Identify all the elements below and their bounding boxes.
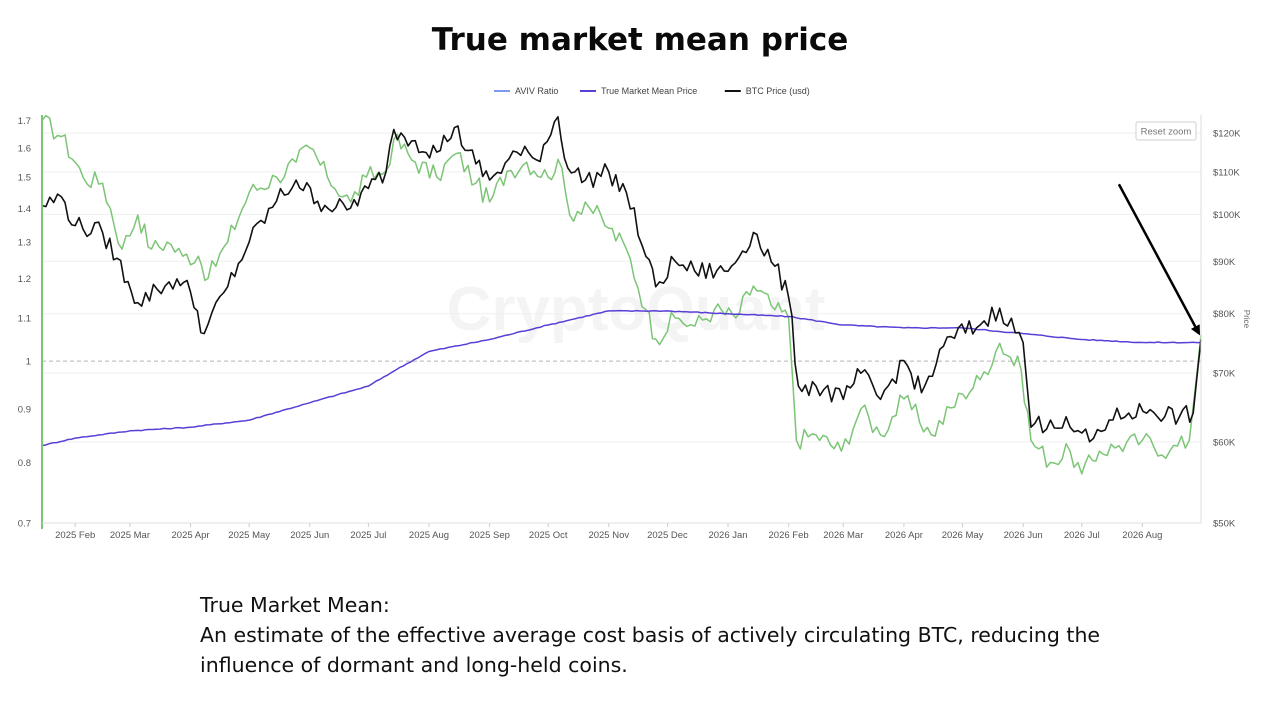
legend-label: BTC Price (usd) (746, 86, 810, 96)
y-left-tick-label: 1.7 (18, 116, 31, 127)
series-line-aviv-ratio (41, 114, 1202, 475)
y-right-tick-label: $80K (1213, 309, 1236, 320)
x-tick-label: 2025 Nov (588, 530, 629, 541)
y-right-axis-title: Price (1242, 310, 1251, 329)
x-tick-label: 2026 May (942, 530, 984, 541)
annotation-arrow (1117, 183, 1201, 336)
y-left-tick-label: 0.9 (18, 404, 31, 415)
y-left-tick-label: 1.3 (18, 238, 31, 249)
x-tick-label: 2025 Mar (110, 530, 150, 541)
description-body: An estimate of the effective average cos… (200, 623, 1101, 677)
x-tick-label: 2026 Jan (708, 530, 747, 541)
x-tick-label: 2026 Feb (769, 530, 809, 541)
legend-item[interactable]: True Market Mean Price (580, 86, 697, 96)
y-right-tick-label: $100K (1213, 210, 1241, 221)
x-tick-label: 2026 Mar (823, 530, 863, 541)
y-right-tick-label: $90K (1213, 257, 1236, 268)
description: True Market Mean: An estimate of the eff… (200, 590, 1160, 680)
x-tick-label: 2026 Jun (1004, 530, 1043, 541)
series-line-btc-price-usd (41, 116, 1202, 443)
x-tick-label: 2026 Jul (1064, 530, 1100, 541)
y-left-tick-label: 1 (26, 357, 31, 368)
x-tick-label: 2025 Dec (647, 530, 688, 541)
y-left-tick-label: 1.5 (18, 173, 31, 184)
y-right-tick-label: $70K (1213, 369, 1236, 380)
y-left-tick-label: 1.2 (18, 274, 31, 285)
y-left-tick-label: 1.6 (18, 143, 31, 154)
x-tick-label: 2025 Sep (469, 530, 510, 541)
page-title: True market mean price (431, 22, 849, 58)
description-heading: True Market Mean: (200, 593, 390, 617)
y-right-tick-label: $60K (1213, 437, 1236, 448)
x-tick-label: 2025 Oct (529, 530, 568, 541)
chart-area[interactable]: CryptoQuant $50K $60K $70K $80K $90K $100K $11… (0, 75, 1280, 555)
x-tick-label: 2025 Jul (350, 530, 386, 541)
reset-zoom-label: Reset zoom (1141, 127, 1192, 138)
y-left-tick-label: 1.1 (18, 313, 31, 324)
x-tick-label: 2025 Feb (55, 530, 95, 541)
x-tick-label: 2025 Jun (290, 530, 329, 541)
legend-label: AVIV Ratio (515, 86, 558, 96)
y-right-tick-label: $120K (1213, 129, 1241, 140)
y-left-tick-label: 0.8 (18, 458, 31, 469)
reset-zoom-button[interactable]: Reset zoom (1135, 121, 1197, 141)
y-left-tick-label: 1.4 (18, 204, 31, 215)
x-tick-label: 2026 Aug (1122, 530, 1162, 541)
y-right-tick-label: $50K (1213, 519, 1236, 530)
x-tick-label: 2025 Aug (409, 530, 449, 541)
legend-item[interactable]: AVIV Ratio (494, 86, 558, 96)
x-tick-label: 2025 Apr (172, 530, 210, 541)
legend-item[interactable]: BTC Price (usd) (724, 86, 810, 96)
x-tick-label: 2025 May (228, 530, 270, 541)
watermark: CryptoQuant (447, 275, 826, 344)
y-left-tick-label: 0.7 (18, 519, 31, 530)
series-line-true-market-mean-price (41, 309, 1202, 447)
legend-label: True Market Mean Price (601, 86, 697, 96)
x-tick-label: 2026 Apr (885, 530, 923, 541)
y-right-tick-label: $110K (1213, 167, 1240, 178)
